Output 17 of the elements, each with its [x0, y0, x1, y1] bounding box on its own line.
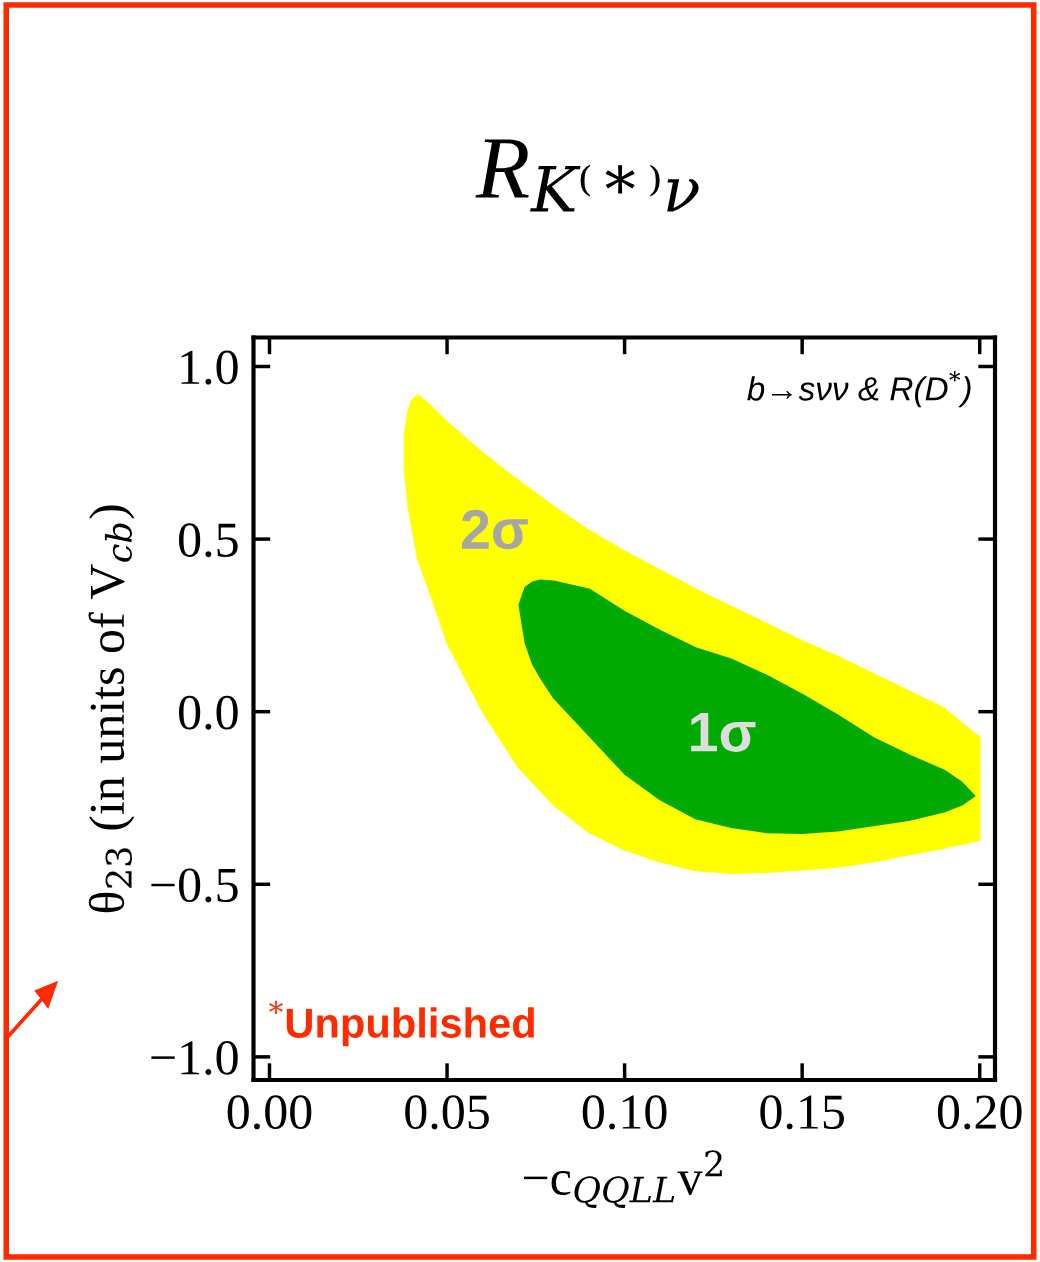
x-tick-label: 0.10 — [582, 1095, 667, 1130]
y-axis-title: θ$_{23}$ (in units of V$_{cb}$) — [88, 505, 135, 913]
annotation: $^{*}$Unpublished — [269, 1000, 534, 1047]
annotation: b→sνν & R(D$^{*}$) — [747, 370, 971, 408]
x-tick-label: 0.05 — [405, 1095, 489, 1130]
y-tick-label: −0.5 — [151, 868, 238, 903]
y-tick-label: −1.0 — [151, 1040, 238, 1075]
x-axis-title: −c$_{QQLL}$v$^{2}$ — [523, 1150, 722, 1208]
y-tick-label: 0.5 — [179, 523, 238, 558]
chart-title: R$_{K⁽*⁾ν}$ — [475, 139, 699, 212]
x-tick-label: 0.00 — [227, 1095, 312, 1130]
annotation: 2σ — [461, 509, 528, 550]
x-tick-label: 0.20 — [937, 1095, 1022, 1130]
y-tick-label: 0.0 — [179, 695, 238, 730]
y-tick-label: 1.0 — [181, 350, 238, 385]
x-tick-label: 0.15 — [760, 1095, 844, 1130]
annotation: 1σ — [691, 713, 756, 752]
